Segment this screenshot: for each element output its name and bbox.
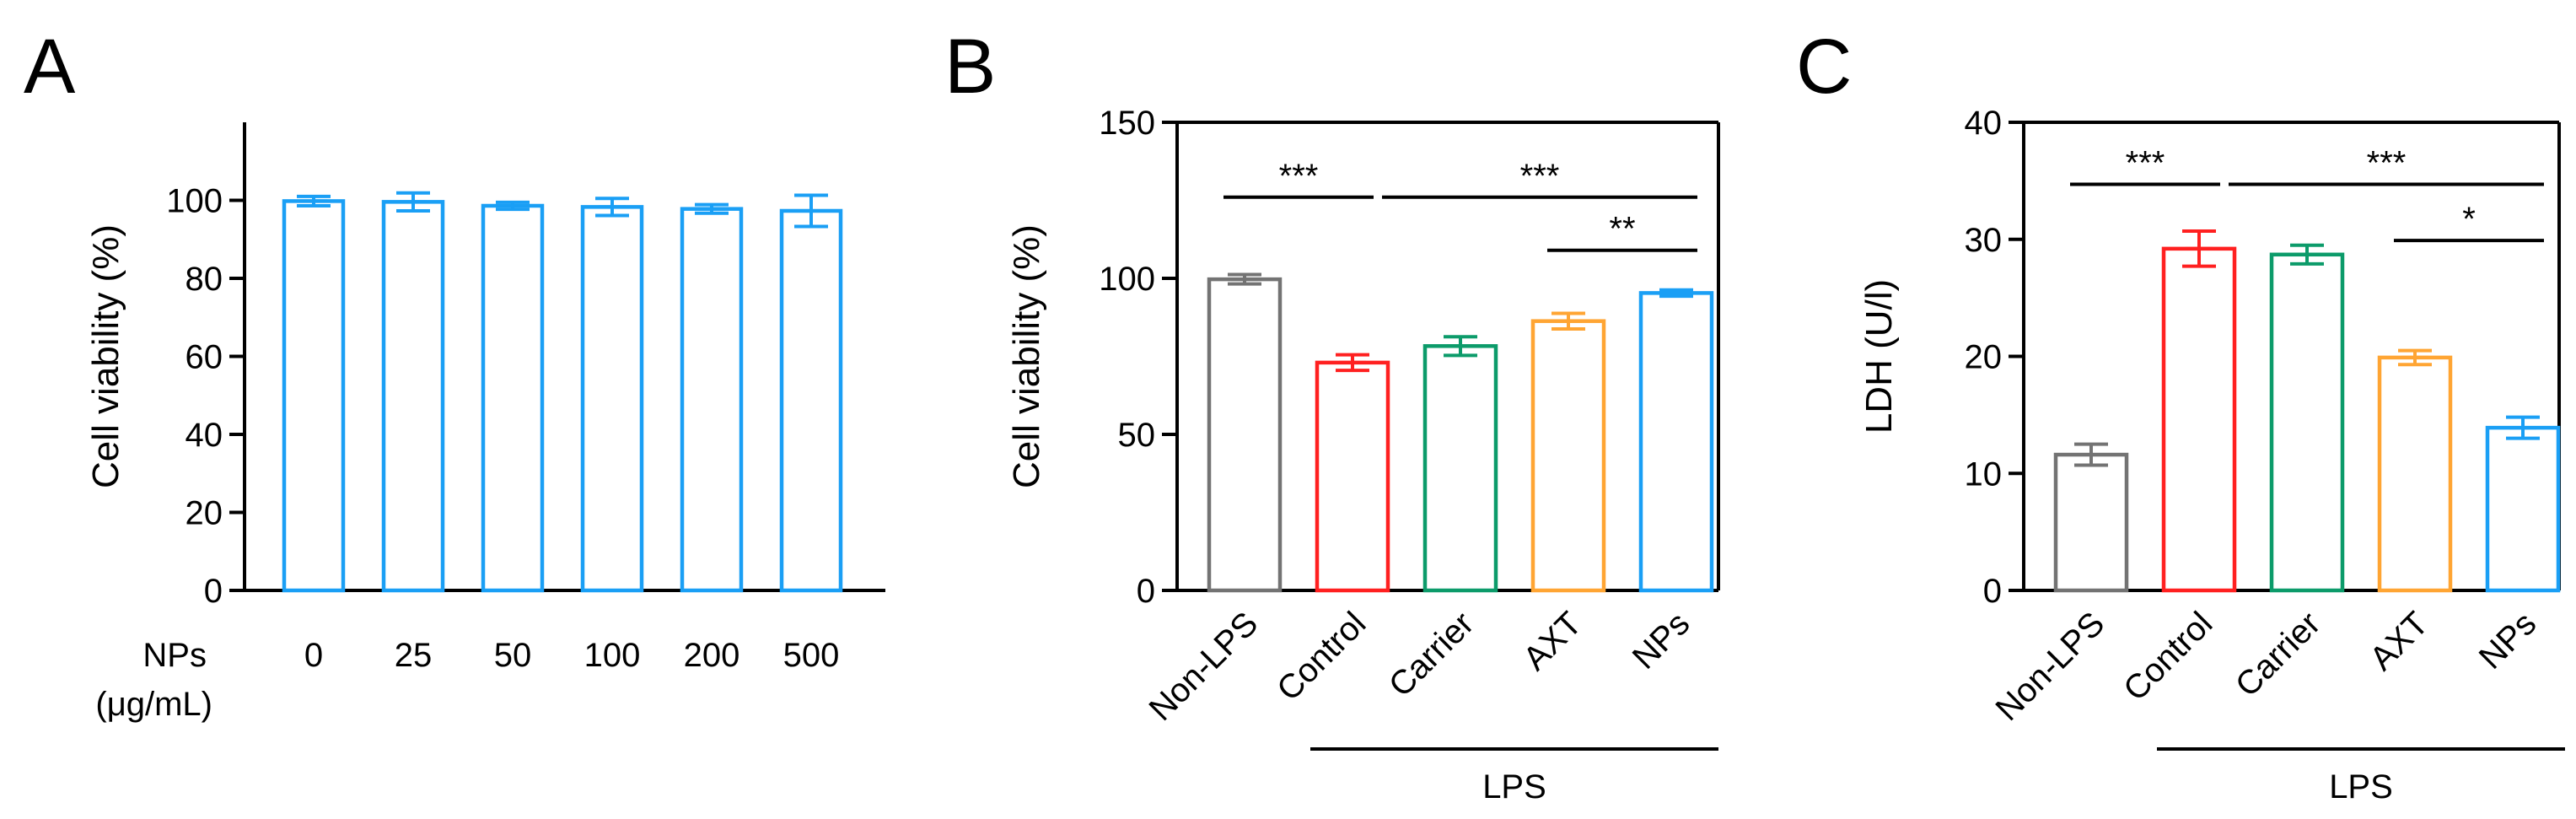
panel-b-letter: B xyxy=(944,24,996,110)
panel-c-category-label: Non-LPS xyxy=(1988,605,2111,728)
panel-b-group-label: LPS xyxy=(1482,768,1546,806)
panel-a-bar xyxy=(381,200,445,593)
panel-c-letter: C xyxy=(1796,24,1852,110)
panel-a-y-axis-label: Cell viability (%) xyxy=(85,224,126,488)
panel-a-x-axis-unit: (μg/mL) xyxy=(95,686,212,723)
panel-b-category-label: Carrier xyxy=(1382,605,1482,704)
panel-c-bar xyxy=(2269,252,2345,593)
panel-b-category-label: Non-LPS xyxy=(1142,605,1265,728)
panel-c-ytick-label: 40 xyxy=(1965,105,2003,142)
panel-c-group-label: LPS xyxy=(2329,768,2393,806)
panel-c-category-label: Carrier xyxy=(2229,605,2328,704)
panel-a-bar xyxy=(779,208,843,593)
panel-c-ytick-label: 10 xyxy=(1965,455,2003,493)
panel-a-category-label: 500 xyxy=(783,637,840,674)
panel-b-bar xyxy=(1638,291,1714,593)
panel-b-significance-label: *** xyxy=(1279,158,1319,195)
panel-a-bar xyxy=(580,205,644,593)
panel-a-category-label: 100 xyxy=(584,637,641,674)
panel-a-letter: A xyxy=(24,24,76,110)
panel-c-significance-label: * xyxy=(2462,201,2476,238)
panel-a-category-label: 0 xyxy=(304,637,323,674)
panel-c-ytick-label: 20 xyxy=(1965,339,2003,376)
panel-a-x-axis-label: NPs xyxy=(143,637,207,674)
panel-c-bar xyxy=(2053,452,2129,593)
panel-a-ytick-label: 20 xyxy=(186,495,223,532)
panel-a-ytick-label: 40 xyxy=(186,417,223,454)
panel-a-ytick-label: 0 xyxy=(204,573,223,610)
panel-c-y-axis-label: LDH (U/l) xyxy=(1858,279,1900,434)
panel-a-ytick-label: 100 xyxy=(166,183,223,220)
panel-b-significance-label: ** xyxy=(1609,211,1635,248)
panel-c-significance-label: *** xyxy=(2367,145,2407,182)
panel-a-bar xyxy=(282,199,346,593)
panel-c-category-label: NPs xyxy=(2472,605,2544,676)
panel-a-category-label: 25 xyxy=(395,637,433,674)
panel-a-bar xyxy=(481,203,545,593)
panel-b-ytick-label: 100 xyxy=(1099,261,1155,298)
panel-b-bar xyxy=(1207,277,1283,593)
panel-b-category-label: Control xyxy=(1270,605,1373,708)
panel-b-bar xyxy=(1422,344,1498,593)
panel-b-bar xyxy=(1530,319,1606,593)
panel-c-bar xyxy=(2377,355,2453,593)
panel-b-ytick-label: 0 xyxy=(1137,573,1155,610)
panel-b-bar xyxy=(1315,360,1390,593)
panel-c-category-label: AXT xyxy=(2363,605,2435,677)
panel-a-category-label: 200 xyxy=(684,637,740,674)
panel-b-ytick-label: 150 xyxy=(1099,105,1155,142)
panel-c-significance-label: *** xyxy=(2126,145,2165,182)
panel-b-y-axis-label: Cell viability (%) xyxy=(1006,224,1047,488)
panel-b-ytick-label: 50 xyxy=(1118,417,1156,454)
panel-c-category-label: Control xyxy=(2116,605,2219,708)
panel-b-category-label: NPs xyxy=(1626,605,1697,676)
panel-b-significance-label: *** xyxy=(1520,158,1560,195)
panel-c-ytick-label: 30 xyxy=(1965,222,2003,259)
panel-a-category-label: 50 xyxy=(494,637,532,674)
panel-a-ytick-label: 60 xyxy=(186,339,223,376)
panel-a-bar xyxy=(680,207,744,593)
panel-c-bar xyxy=(2485,425,2561,593)
panel-a-ytick-label: 80 xyxy=(186,261,223,298)
panel-c-ytick-label: 0 xyxy=(1983,573,2002,610)
panel-b-category-label: AXT xyxy=(1516,605,1589,677)
panel-c-bar xyxy=(2161,246,2237,593)
